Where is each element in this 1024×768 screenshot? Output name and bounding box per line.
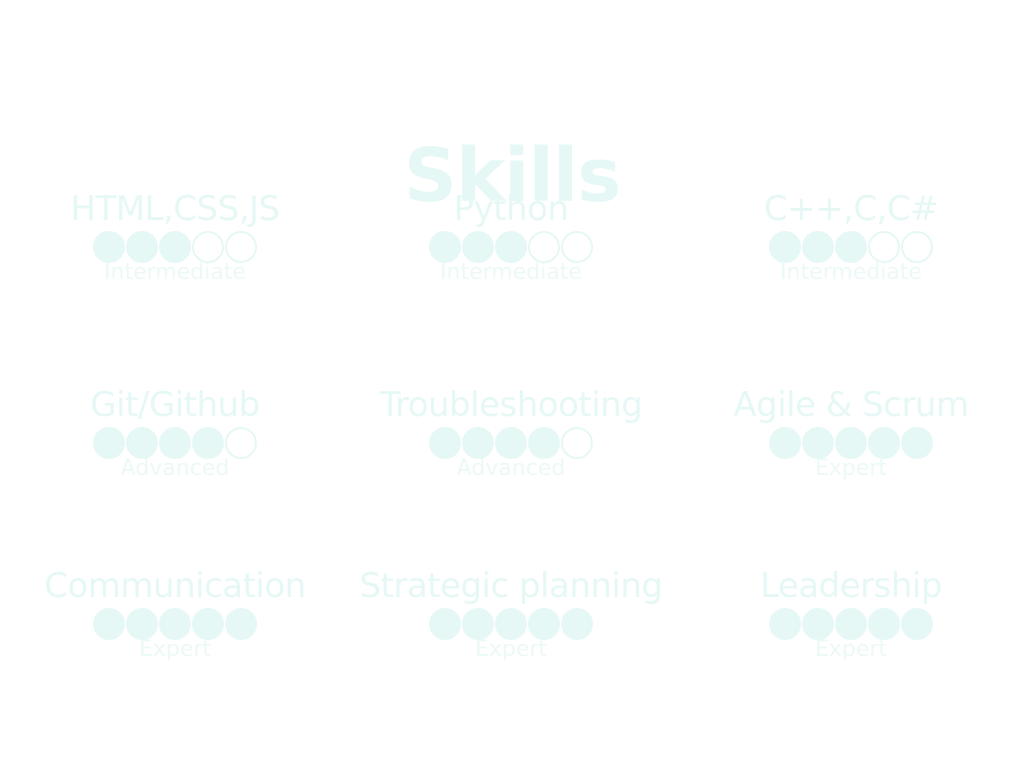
page-title: Skills [403,132,622,219]
rating-dot-filled-icon [835,231,867,263]
skill-rating [341,607,681,641]
skill-level: Intermediate [440,260,582,285]
skill-python: Python Intermediate [341,190,681,286]
skill-rating [5,426,345,460]
rating-dot-filled-icon [429,608,461,640]
rating-dot-filled-icon [769,231,801,263]
rating-dot-filled-icon [901,608,933,640]
skill-name: HTML,CSS,JS [70,189,280,229]
skill-troubleshooting: Troubleshooting Advanced [341,386,681,482]
rating-dot-filled-icon [159,427,191,459]
rating-dot-filled-icon [429,427,461,459]
skill-rating [341,230,681,264]
skill-agile-scrum: Agile & Scrum Expert [681,386,1021,482]
skill-strategic-planning: Strategic planning Expert [341,567,681,663]
skill-rating [681,230,1021,264]
skill-level: Expert [138,637,212,662]
rating-dot-filled-icon [462,231,494,263]
skill-name: Leadership [760,566,942,606]
rating-dot-filled-icon [802,427,834,459]
skill-level: Advanced [120,456,230,481]
rating-dot-empty-icon [901,231,933,263]
skill-rating [341,426,681,460]
skill-cpp-c-csharp: C++,C,C# Intermediate [681,190,1021,286]
skill-level: Expert [814,637,888,662]
rating-dot-filled-icon [462,608,494,640]
rating-dot-filled-icon [495,231,527,263]
skill-level: Expert [814,456,888,481]
skill-leadership: Leadership Expert [681,567,1021,663]
skill-name: Python [453,189,569,229]
skill-name: Agile & Scrum [733,385,969,425]
skill-git-github: Git/Github Advanced [5,386,345,482]
rating-dot-filled-icon [93,231,125,263]
skill-name: Git/Github [90,385,260,425]
skill-level: Intermediate [780,260,922,285]
skill-rating [5,230,345,264]
skill-rating [5,607,345,641]
rating-dot-empty-icon [561,231,593,263]
rating-dot-filled-icon [159,608,191,640]
rating-dot-empty-icon [528,231,560,263]
skill-rating [681,607,1021,641]
rating-dot-filled-icon [528,608,560,640]
rating-dot-filled-icon [126,608,158,640]
rating-dot-filled-icon [868,427,900,459]
rating-dot-filled-icon [159,231,191,263]
rating-dot-filled-icon [528,427,560,459]
rating-dot-filled-icon [93,608,125,640]
rating-dot-empty-icon [868,231,900,263]
rating-dot-filled-icon [429,231,461,263]
rating-dot-filled-icon [802,231,834,263]
skill-html-css-js: HTML,CSS,JS Intermediate [5,190,345,286]
rating-dot-filled-icon [93,427,125,459]
rating-dot-filled-icon [225,608,257,640]
skill-name: C++,C,C# [763,189,939,229]
rating-dot-filled-icon [192,427,224,459]
skill-level: Expert [474,637,548,662]
rating-dot-filled-icon [462,427,494,459]
skill-communication: Communication Expert [5,567,345,663]
rating-dot-empty-icon [561,427,593,459]
skill-level: Advanced [456,456,566,481]
rating-dot-filled-icon [769,427,801,459]
skill-name: Communication [44,566,306,606]
rating-dot-filled-icon [495,608,527,640]
skill-name: Strategic planning [359,566,663,606]
rating-dot-filled-icon [192,608,224,640]
rating-dot-filled-icon [901,427,933,459]
rating-dot-filled-icon [126,231,158,263]
skill-name: Troubleshooting [379,385,643,425]
rating-dot-empty-icon [225,427,257,459]
rating-dot-filled-icon [126,427,158,459]
rating-dot-filled-icon [835,427,867,459]
rating-dot-filled-icon [868,608,900,640]
rating-dot-filled-icon [802,608,834,640]
skill-rating [681,426,1021,460]
skill-level: Intermediate [104,260,246,285]
rating-dot-filled-icon [561,608,593,640]
rating-dot-empty-icon [225,231,257,263]
rating-dot-filled-icon [835,608,867,640]
rating-dot-empty-icon [192,231,224,263]
rating-dot-filled-icon [495,427,527,459]
rating-dot-filled-icon [769,608,801,640]
